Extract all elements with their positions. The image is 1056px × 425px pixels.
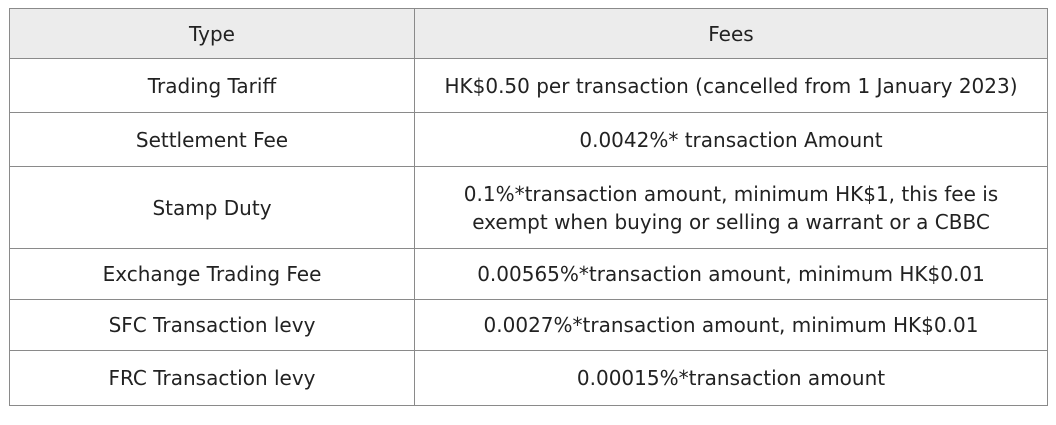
cell-type: Exchange Trading Fee [9, 248, 415, 300]
cell-fees: 0.1%*transaction amount, minimum HK$1, t… [414, 166, 1048, 249]
cell-type: Settlement Fee [9, 112, 415, 167]
table-row: Trading Tariff HK$0.50 per transaction (… [9, 58, 1048, 113]
table-header: Type Fees [9, 8, 1048, 59]
table-row: FRC Transaction levy 0.00015%*transactio… [9, 350, 1048, 406]
table-row: Settlement Fee 0.0042%* transaction Amou… [9, 112, 1048, 167]
header-type: Type [9, 8, 415, 59]
cell-type: Trading Tariff [9, 58, 415, 113]
table-row: SFC Transaction levy 0.0027%*transaction… [9, 299, 1048, 351]
table-row: Exchange Trading Fee 0.00565%*transactio… [9, 248, 1048, 300]
cell-fees-line: exempt when buying or selling a warrant … [472, 209, 990, 234]
table-row: Stamp Duty 0.1%*transaction amount, mini… [9, 166, 1048, 249]
header-fees: Fees [414, 8, 1048, 59]
cell-fees-line: 0.1%*transaction amount, minimum HK$1, t… [463, 181, 999, 206]
cell-type: SFC Transaction levy [9, 299, 415, 351]
fees-table: Type Fees Trading Tariff HK$0.50 per tra… [9, 8, 1048, 406]
table-body: Trading Tariff HK$0.50 per transaction (… [9, 58, 1048, 406]
cell-fees: 0.0042%* transaction Amount [414, 112, 1048, 167]
cell-type: Stamp Duty [9, 166, 415, 249]
cell-fees: 0.00565%*transaction amount, minimum HK$… [414, 248, 1048, 300]
header-row: Type Fees [9, 8, 1048, 59]
cell-fees: 0.0027%*transaction amount, minimum HK$0… [414, 299, 1048, 351]
cell-fees: 0.00015%*transaction amount [414, 350, 1048, 406]
cell-fees: HK$0.50 per transaction (cancelled from … [414, 58, 1048, 113]
cell-type: FRC Transaction levy [9, 350, 415, 406]
